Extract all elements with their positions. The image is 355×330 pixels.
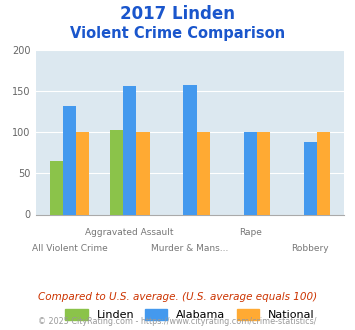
Text: 2017 Linden: 2017 Linden	[120, 5, 235, 23]
Text: All Violent Crime: All Violent Crime	[32, 244, 107, 253]
Text: Violent Crime Comparison: Violent Crime Comparison	[70, 26, 285, 41]
Bar	[76, 132, 89, 214]
Text: © 2025 CityRating.com - https://www.cityrating.com/crime-statistics/: © 2025 CityRating.com - https://www.city…	[38, 317, 317, 326]
Bar	[50, 161, 63, 214]
Text: Rape: Rape	[239, 228, 262, 237]
Bar	[136, 132, 149, 214]
Bar	[63, 106, 76, 214]
Legend: Linden, Alabama, National: Linden, Alabama, National	[62, 306, 318, 324]
Bar	[110, 130, 123, 214]
Bar	[123, 86, 136, 214]
Bar	[304, 142, 317, 214]
Bar	[244, 132, 257, 214]
Bar	[197, 132, 210, 214]
Text: Murder & Mans...: Murder & Mans...	[151, 244, 229, 253]
Bar	[183, 85, 197, 214]
Text: Aggravated Assault: Aggravated Assault	[86, 228, 174, 237]
Bar	[257, 132, 270, 214]
Text: Compared to U.S. average. (U.S. average equals 100): Compared to U.S. average. (U.S. average …	[38, 292, 317, 302]
Text: Robbery: Robbery	[291, 244, 329, 253]
Bar	[317, 132, 330, 214]
